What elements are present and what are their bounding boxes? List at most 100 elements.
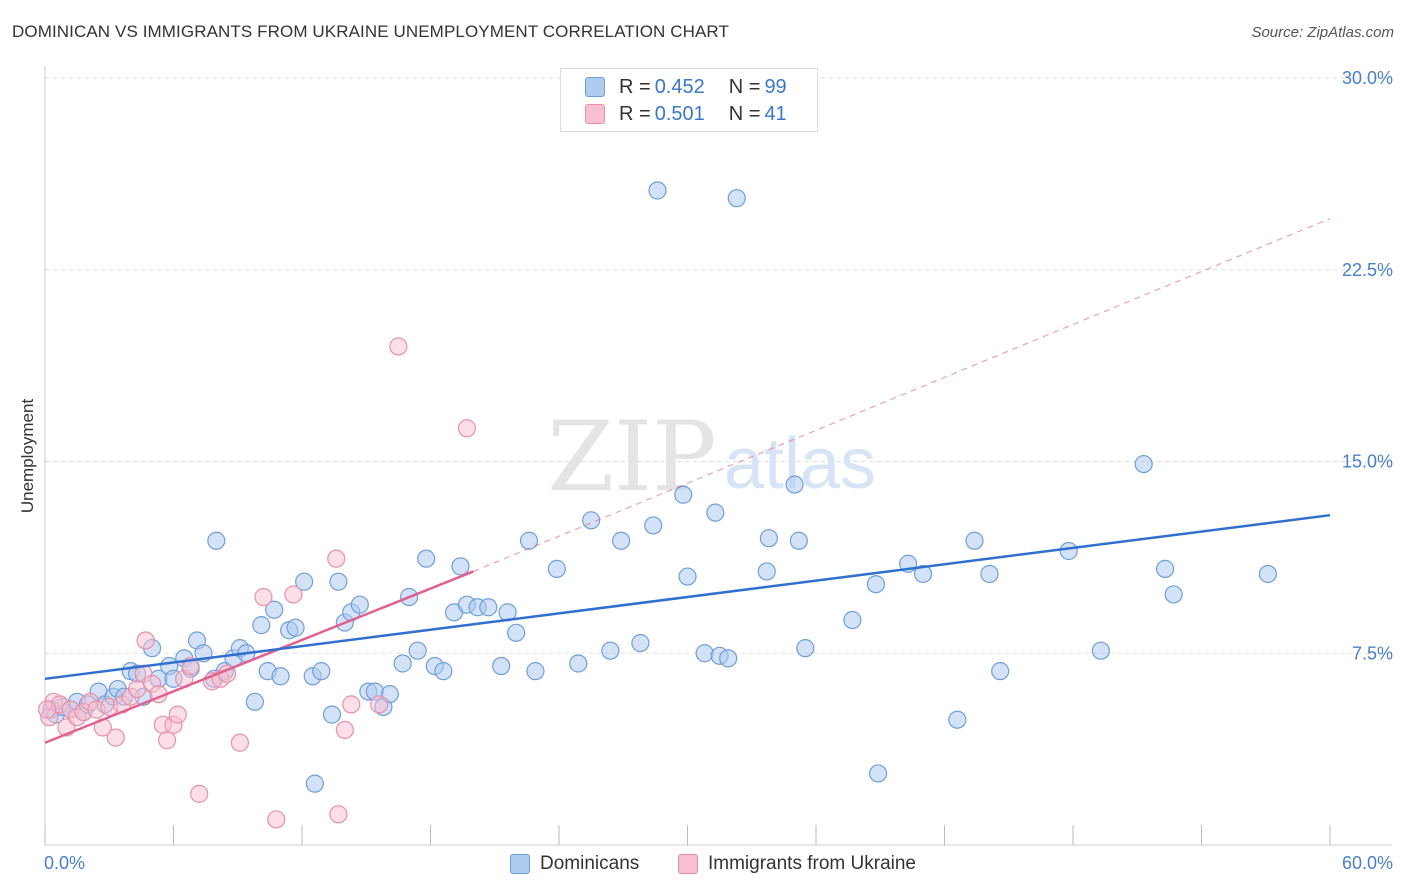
data-point-dominicans (322, 705, 342, 724)
y-tick-label: 22.5% (1342, 260, 1393, 280)
data-point-dominicans (519, 531, 539, 550)
data-point-dominicans (759, 529, 778, 548)
data-point-ukraine (457, 419, 477, 438)
data-point-dominicans (569, 654, 588, 673)
data-point-dominicans (674, 485, 693, 504)
legend-n-value: 41 (764, 102, 787, 125)
data-point-dominicans (727, 189, 746, 208)
data-point-ukraine (190, 784, 209, 803)
data-point-dominicans (1164, 585, 1183, 604)
data-point-dominicans (991, 662, 1010, 681)
y-tick-label: 30.0% (1342, 68, 1393, 88)
data-point-dominicans (796, 639, 815, 658)
watermark-atlas: atlas (724, 424, 876, 504)
data-point-dominicans (631, 633, 650, 653)
data-point-dominicans (350, 595, 369, 614)
legend: R = 0.452 N = 99 R = 0.501 N = 41 (560, 68, 818, 132)
data-point-dominicans (719, 649, 738, 668)
data-point-dominicans (305, 774, 324, 793)
data-point-ukraine (389, 337, 408, 356)
y-tick-label: 15.0% (1342, 452, 1393, 472)
data-point-dominicans (271, 667, 290, 686)
trend-lines (44, 218, 1331, 744)
y-tick-labels: 7.5% 15.0% 22.5% 30.0% (1342, 68, 1393, 663)
data-point-dominicans (1091, 641, 1110, 660)
data-point-dominicans (980, 564, 999, 584)
trend-line-ukraine (44, 570, 474, 744)
trend-line-ukraine-extension (473, 218, 1331, 572)
data-point-dominicans (648, 181, 667, 200)
data-point-dominicans (913, 564, 933, 584)
legend-n-label: N = (728, 102, 761, 125)
data-point-dominicans (601, 641, 620, 660)
data-point-ukraine (230, 733, 249, 752)
data-point-dominicans (492, 656, 511, 676)
data-point-dominicans (479, 598, 498, 617)
data-point-dominicans (408, 641, 427, 660)
data-point-dominicans (451, 557, 470, 576)
data-point-ukraine (38, 700, 57, 719)
y-axis-label: Unemployment (18, 399, 37, 514)
data-point-dominicans (695, 644, 714, 663)
series-dominicans (42, 181, 1277, 793)
data-point-dominicans (417, 549, 436, 568)
data-point-dominicans (329, 572, 348, 591)
legend-r-value: 0.452 (654, 75, 705, 98)
chart-title: DOMINICAN VS IMMIGRANTS FROM UKRAINE UNE… (12, 22, 729, 41)
data-point-dominicans (507, 623, 526, 642)
bottom-legend-swatch-pink (678, 854, 698, 874)
data-point-dominicans (612, 531, 631, 550)
data-point-ukraine (157, 731, 177, 750)
bottom-legend-label: Dominicans (540, 853, 640, 874)
data-point-dominicans (757, 562, 776, 581)
data-point-dominicans (286, 618, 305, 637)
legend-r-label: R = (619, 102, 651, 125)
data-point-ukraine (342, 695, 361, 714)
data-point-ukraine (329, 805, 348, 824)
legend-r-value: 0.501 (654, 102, 705, 125)
data-point-ukraine (327, 549, 346, 568)
x-tick-label: 0.0% (44, 853, 85, 873)
data-point-ukraine (106, 728, 125, 747)
legend-swatch-blue (585, 77, 605, 97)
data-point-dominicans (785, 475, 804, 494)
data-point-dominicans (866, 575, 886, 594)
legend-r-label: R = (619, 75, 651, 98)
bottom-legend-ukraine: Immigrants from Ukraine (678, 852, 916, 876)
gridlines (45, 77, 1392, 654)
data-point-dominicans (312, 662, 331, 681)
axes (44, 66, 1392, 846)
x-tick-label: 60.0% (1342, 853, 1393, 873)
bottom-legend-dominicans: Dominicans (510, 852, 639, 876)
source-label: Source: ZipAtlas.com (1251, 24, 1394, 41)
data-point-dominicans (252, 616, 271, 635)
data-point-dominicans (1134, 454, 1153, 474)
data-point-dominicans (948, 710, 967, 729)
data-point-dominicans (207, 531, 226, 550)
data-point-dominicans (843, 610, 862, 630)
data-point-ukraine (136, 631, 155, 650)
data-point-ukraine (168, 705, 187, 724)
data-point-dominicans (393, 654, 412, 673)
data-point-dominicans (526, 662, 545, 681)
data-point-ukraine (284, 585, 303, 604)
data-point-ukraine (335, 720, 354, 740)
y-tick-label: 7.5% (1352, 643, 1393, 663)
data-point-ukraine (254, 587, 273, 607)
x-tick-labels: 0.0% 60.0% (44, 853, 1393, 873)
data-point-dominicans (245, 692, 264, 711)
data-point-dominicans (1059, 541, 1078, 561)
data-point-dominicans (1155, 559, 1175, 578)
data-point-dominicans (547, 559, 566, 578)
data-point-dominicans (869, 764, 888, 783)
data-point-dominicans (1258, 564, 1277, 584)
data-point-dominicans (706, 503, 725, 522)
legend-row-ukraine: R = 0.501 N = 41 (585, 102, 791, 126)
legend-row-dominicans: R = 0.452 N = 99 (585, 75, 791, 99)
data-point-dominicans (678, 567, 697, 586)
data-point-dominicans (265, 600, 284, 619)
data-point-dominicans (789, 531, 808, 550)
data-point-dominicans (295, 572, 314, 591)
series-ukraine (38, 337, 477, 829)
